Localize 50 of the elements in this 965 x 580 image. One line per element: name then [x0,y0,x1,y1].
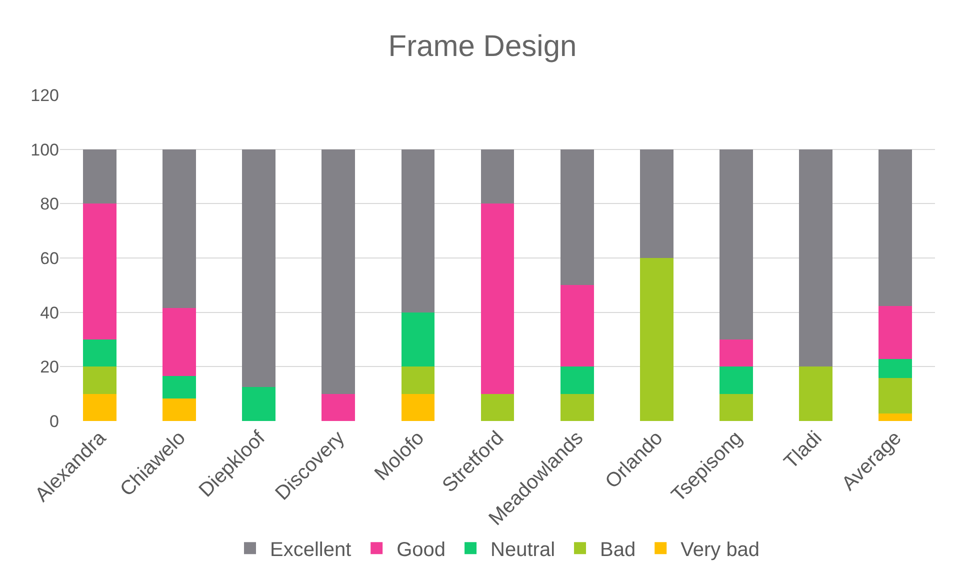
bar [401,394,435,421]
bar [242,387,276,421]
bar [480,394,514,421]
bar [560,394,594,421]
y-tick-label: 40 [40,303,59,322]
bar [242,149,276,388]
y-tick-label: 80 [40,194,59,214]
bar [162,398,196,421]
bar [162,149,196,308]
y-tick-label: 100 [30,140,59,160]
legend-label: Very bad [680,538,760,561]
chart-title: Frame Design [388,30,577,63]
bar [322,394,356,421]
bar [798,366,832,421]
legend-label: Good [396,538,446,561]
bar [480,149,514,204]
bar [560,366,594,394]
bar [719,340,753,367]
y-tick-label: 60 [40,248,59,268]
bar [401,312,435,367]
bar [878,149,912,306]
legend-label: Excellent [270,538,352,561]
legend-label: Neutral [490,538,556,561]
y-tick-label: 120 [30,86,59,105]
bar [878,306,912,359]
bar [719,394,753,421]
bar [878,358,912,378]
bar [83,149,116,204]
bar [83,204,116,340]
bar [401,366,435,394]
bar [560,149,594,286]
bar [83,340,116,367]
bar [401,149,435,312]
bar [878,413,912,421]
bar [719,149,753,340]
bar [798,149,832,367]
bar [878,378,912,414]
legend-label: Bad [600,538,636,561]
bar [162,376,196,398]
bar [640,258,674,421]
bar [719,366,753,394]
y-tick-label: 20 [40,358,59,377]
bar [560,285,594,367]
bar [83,394,116,421]
bar [480,204,514,394]
y-tick-label: 0 [50,412,59,431]
bar [162,308,196,376]
bar [322,149,356,394]
bar [640,149,674,258]
bar [83,366,116,394]
